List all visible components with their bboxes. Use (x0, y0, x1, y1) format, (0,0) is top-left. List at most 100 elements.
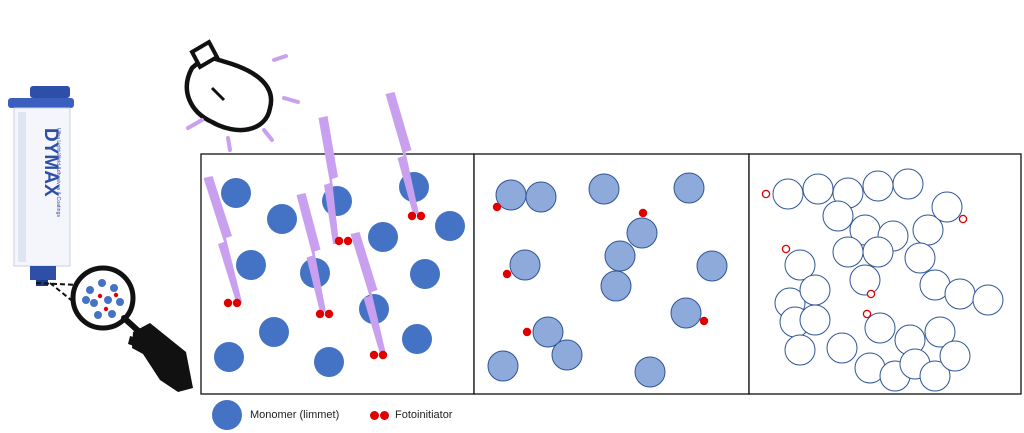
photoinitiator (502, 269, 512, 279)
lightning-bolt-icon (385, 92, 419, 214)
light-rays (186, 54, 300, 152)
polymerized-monomer (784, 334, 816, 366)
monomer (236, 250, 266, 280)
polymerized-monomer (849, 264, 881, 296)
polymerized-monomer (862, 170, 894, 202)
photoinitiator (638, 208, 648, 218)
monomer (532, 316, 564, 348)
polymerized-monomer (799, 274, 831, 306)
monomer (221, 178, 251, 208)
magnifier-icon (70, 265, 149, 341)
syringe-cap (30, 86, 70, 98)
lightning-bolt-icon (296, 193, 326, 312)
photoinitiator-dot (103, 306, 109, 312)
monomer (551, 339, 583, 371)
panel-curing-content (487, 172, 728, 388)
syringe-nozzle (30, 266, 56, 280)
polymerized-monomer (799, 304, 831, 336)
spent-photoinitiator (866, 289, 876, 299)
polymerized-monomer (904, 242, 936, 274)
monomer (410, 259, 440, 289)
photoinitiator (324, 309, 334, 319)
panel-before-curing-content (203, 92, 465, 377)
polymerized-monomer (784, 249, 816, 281)
monomer (509, 249, 541, 281)
monomer-dot (98, 279, 106, 287)
monomer-dot (110, 284, 118, 292)
legend-monomer: Monomer (limmet) (212, 400, 339, 430)
legend-photoinitiator: Fotoinitiator (370, 400, 452, 430)
spent-photoinitiator (761, 189, 771, 199)
polymerized-monomer (924, 316, 956, 348)
syringe-brand: DYMAX (40, 128, 61, 197)
spent-photoinitiator (958, 214, 968, 224)
photoinitiator (522, 327, 532, 337)
adhesive-syringe: DYMAX Ultra Light-Weld Adhesives & Coati… (8, 86, 74, 286)
photoinitiator-dot (97, 293, 103, 299)
monomer-dot (116, 298, 124, 306)
photoinitiator (223, 298, 233, 308)
monomer (626, 217, 658, 249)
hand-icon (128, 323, 193, 392)
monomer (259, 317, 289, 347)
photoinitiator (343, 236, 353, 246)
photoinitiator-swatch-icon (370, 410, 379, 420)
monomer-dot (94, 311, 102, 319)
photoinitiator-dot (113, 292, 119, 298)
lightning-bolt-icon (350, 232, 386, 354)
polymerized-monomer (772, 178, 804, 210)
monomer (487, 350, 519, 382)
monomer (604, 240, 636, 272)
polymerized-monomer (826, 332, 858, 364)
polymerized-monomer (972, 284, 1004, 316)
photoinitiator (334, 236, 344, 246)
photoinitiator (407, 211, 417, 221)
monomer (525, 181, 557, 213)
photoinitiator (492, 202, 502, 212)
monomer (214, 342, 244, 372)
polymerized-monomer (892, 168, 924, 200)
panel-cured-content (761, 168, 1004, 392)
photoinitiator (378, 350, 388, 360)
monomer-dot (104, 296, 112, 304)
monomer (634, 356, 666, 388)
monomer-dot (82, 296, 90, 304)
photoinitiator (369, 350, 379, 360)
polymerized-monomer (944, 278, 976, 310)
monomer-dot (86, 286, 94, 294)
photoinitiator (315, 309, 325, 319)
monomer (600, 270, 632, 302)
monomer (670, 297, 702, 329)
photoinitiator-swatch-icon (380, 410, 389, 420)
polymerized-monomer (822, 200, 854, 232)
monomer (267, 204, 297, 234)
photoinitiator (232, 298, 242, 308)
photoinitiator (699, 316, 709, 326)
polymerized-monomer (931, 191, 963, 223)
polymerized-monomer (919, 360, 951, 392)
polymerized-monomer (864, 312, 896, 344)
monomer (588, 173, 620, 205)
monomer (696, 250, 728, 282)
polymerized-monomer (939, 340, 971, 372)
monomer (435, 211, 465, 241)
lightning-bolt-icon (318, 116, 339, 244)
spent-photoinitiator (862, 309, 872, 319)
monomer (368, 222, 398, 252)
light-bulb-icon (184, 39, 274, 133)
monomer (673, 172, 705, 204)
polymerized-monomer (832, 236, 864, 268)
legend-monomer-label: Monomer (limmet) (250, 409, 340, 421)
monomer (402, 324, 432, 354)
photoinitiator (416, 211, 426, 221)
monomer-swatch-icon (212, 400, 242, 430)
polymerized-monomer (802, 173, 834, 205)
monomer (314, 347, 344, 377)
legend-photoinitiator-label: Fotoinitiator (395, 409, 453, 421)
monomer-dot (108, 310, 116, 318)
syringe-flange (8, 98, 74, 108)
polymerized-monomer (862, 236, 894, 268)
syringe-product-text: Ultra Light-Weld Adhesives & Coatings (55, 128, 61, 217)
lightning-bolt-icon (203, 176, 242, 302)
